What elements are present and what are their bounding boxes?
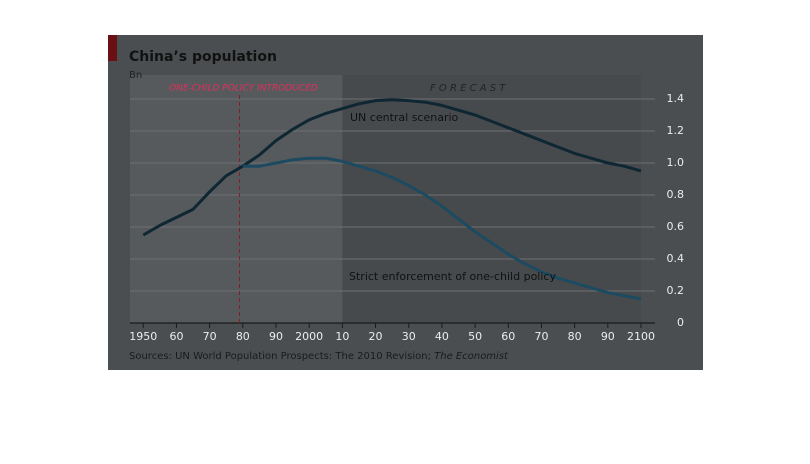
x-tick-label: 90: [269, 330, 283, 343]
chart-title: China’s population: [129, 49, 277, 65]
x-tick-label: 80: [236, 330, 250, 343]
annotation: ONE-CHILD POLICY INTRODUCED: [169, 84, 318, 94]
forecast-label: F O R E C A S T: [430, 83, 506, 94]
x-tick-label: 20: [369, 330, 383, 343]
y-tick-label: 1.2: [667, 124, 685, 137]
series-line: [242, 156, 642, 301]
y-tick-label: 0.4: [667, 252, 685, 265]
source-text: Sources: UN World Population Prospects: …: [129, 351, 431, 362]
series-label: UN central scenario: [350, 111, 459, 124]
source: Sources: UN World Population Prospects: …: [129, 351, 509, 362]
y-tick-label: 0: [677, 316, 684, 329]
subtitle: Bn: [129, 70, 142, 81]
plot: 0 0.2 0.4 0.6 0.8 1.0 1.2 1.4 1950 60 70 80 90 2000 10…: [129, 75, 684, 343]
x-tick-label: 60: [169, 330, 183, 343]
x-tick-label: 60: [501, 330, 515, 343]
x-tick-label: 2000: [295, 330, 323, 343]
y-tick-label: 0.6: [667, 220, 685, 233]
y-tick-label: 1.4: [667, 92, 685, 105]
forecast-region: [342, 75, 641, 323]
series-label: Strict enforcement of one-child policy: [349, 270, 556, 283]
x-tick-label: 50: [468, 330, 482, 343]
red-tab: [108, 35, 117, 61]
y-tick-label: 0.8: [667, 188, 685, 201]
x-tick-label: 30: [402, 330, 416, 343]
series-line: [142, 98, 642, 237]
x-tick-label: 80: [568, 330, 582, 343]
y-tick-label: 1.0: [667, 156, 685, 169]
x-tick-label: 70: [534, 330, 548, 343]
x-tick-label: 1950: [129, 330, 157, 343]
x-tick-label: 70: [203, 330, 217, 343]
y-tick-label: 0.2: [667, 284, 685, 297]
source-italic: The Economist: [434, 351, 509, 362]
x-tick-label: 40: [435, 330, 449, 343]
x-tick-label: 2100: [627, 330, 655, 343]
x-tick-label: 10: [335, 330, 349, 343]
x-tick-label: 90: [601, 330, 615, 343]
